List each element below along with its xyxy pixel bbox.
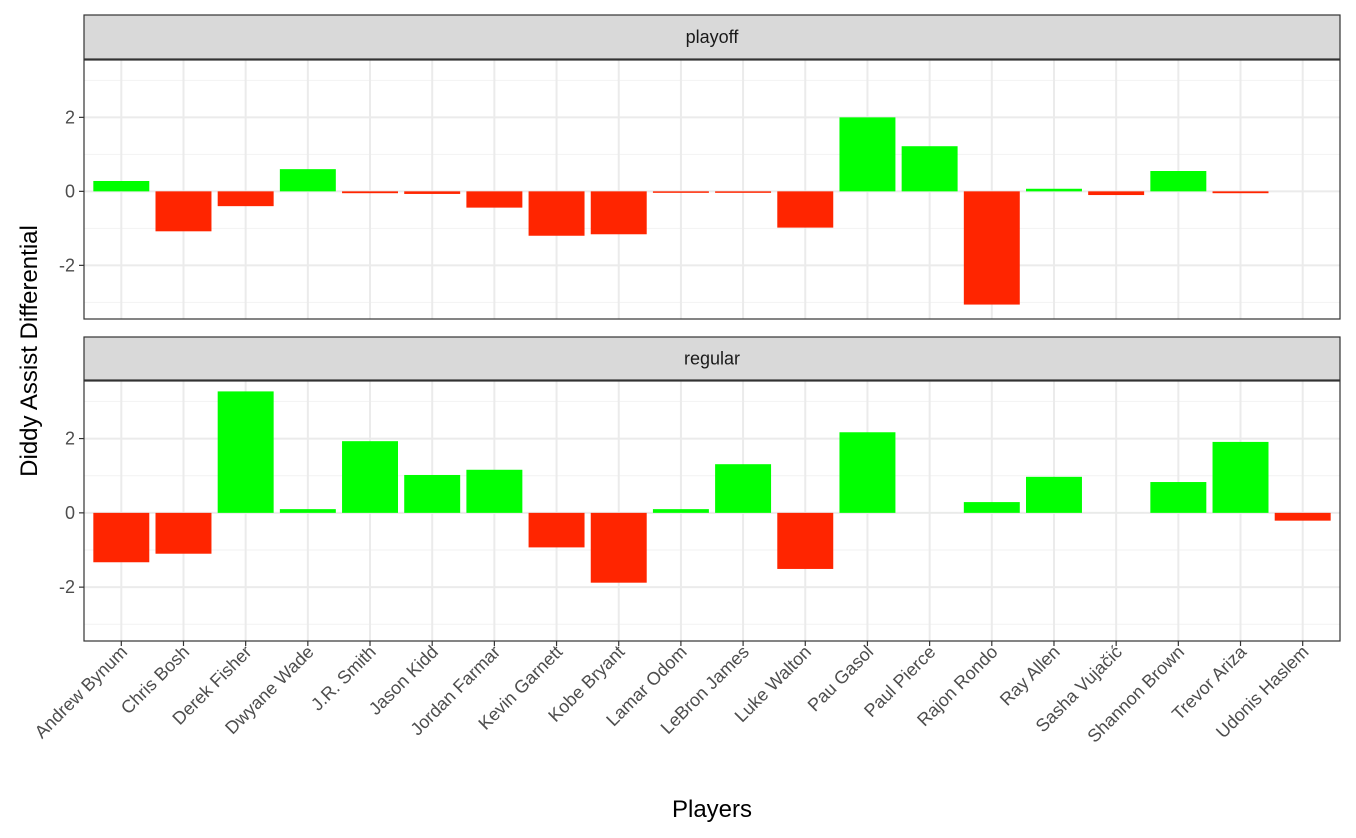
bar-playoff-4 <box>342 191 398 194</box>
facet-strip-label: playoff <box>686 27 740 47</box>
y-tick-label: 0 <box>65 503 75 523</box>
y-tick-label: -2 <box>59 577 75 597</box>
facet-strip-label: regular <box>684 349 740 369</box>
panel-regular: regular -2 0 2 <box>59 336 1341 642</box>
bar-playoff-1 <box>155 191 212 232</box>
bar-regular-12 <box>839 432 896 513</box>
facet-panels: playoff -2 0 2 regular -2 0 2 <box>59 14 1341 642</box>
bar-regular-1 <box>155 512 212 554</box>
bar-playoff-16 <box>1088 191 1145 196</box>
y-axis-title: Diddy Assist Differential <box>16 225 43 477</box>
bar-playoff-17 <box>1150 171 1207 192</box>
facet-strip <box>83 14 1341 60</box>
bar-regular-14 <box>963 502 1020 513</box>
bar-regular-19 <box>1274 512 1331 521</box>
bar-playoff-3 <box>279 169 336 192</box>
y-tick-label: 0 <box>65 181 75 201</box>
bar-regular-10 <box>715 464 772 513</box>
bar-playoff-15 <box>1026 188 1082 192</box>
bar-playoff-13 <box>901 146 958 192</box>
bar-regular-11 <box>777 512 834 569</box>
bar-playoff-18 <box>1212 191 1269 194</box>
bar-regular-8 <box>590 512 647 583</box>
bar-regular-6 <box>466 469 523 513</box>
bar-playoff-6 <box>466 191 523 208</box>
bar-playoff-0 <box>93 180 150 192</box>
bar-playoff-7 <box>528 191 585 236</box>
bar-regular-9 <box>652 509 709 513</box>
bar-regular-0 <box>93 512 150 563</box>
bar-regular-7 <box>528 512 585 548</box>
bar-playoff-12 <box>839 117 896 192</box>
facet-strip <box>83 336 1341 381</box>
y-tick-label: -2 <box>59 255 75 275</box>
bar-playoff-8 <box>590 191 647 235</box>
y-tick-label: 2 <box>65 429 75 449</box>
x-tick-label: Andrew Bynum <box>31 642 131 742</box>
bar-playoff-11 <box>777 191 834 228</box>
bar-regular-15 <box>1026 476 1082 513</box>
bar-regular-2 <box>217 391 274 513</box>
y-tick-label: 2 <box>65 107 75 127</box>
bar-playoff-10 <box>715 191 772 193</box>
panel-playoff: playoff -2 0 2 <box>59 14 1341 320</box>
panel-border <box>83 380 1341 642</box>
panel-border <box>83 59 1341 320</box>
bar-regular-3 <box>279 509 336 513</box>
bar-playoff-14 <box>963 191 1020 305</box>
x-axis-title: Players <box>672 796 752 823</box>
bar-playoff-9 <box>652 191 709 193</box>
bar-regular-17 <box>1150 482 1207 513</box>
bar-playoff-5 <box>404 191 461 194</box>
bar-regular-5 <box>404 474 461 513</box>
bar-regular-18 <box>1212 441 1269 513</box>
bar-regular-4 <box>342 441 398 513</box>
bar-playoff-2 <box>217 191 274 207</box>
